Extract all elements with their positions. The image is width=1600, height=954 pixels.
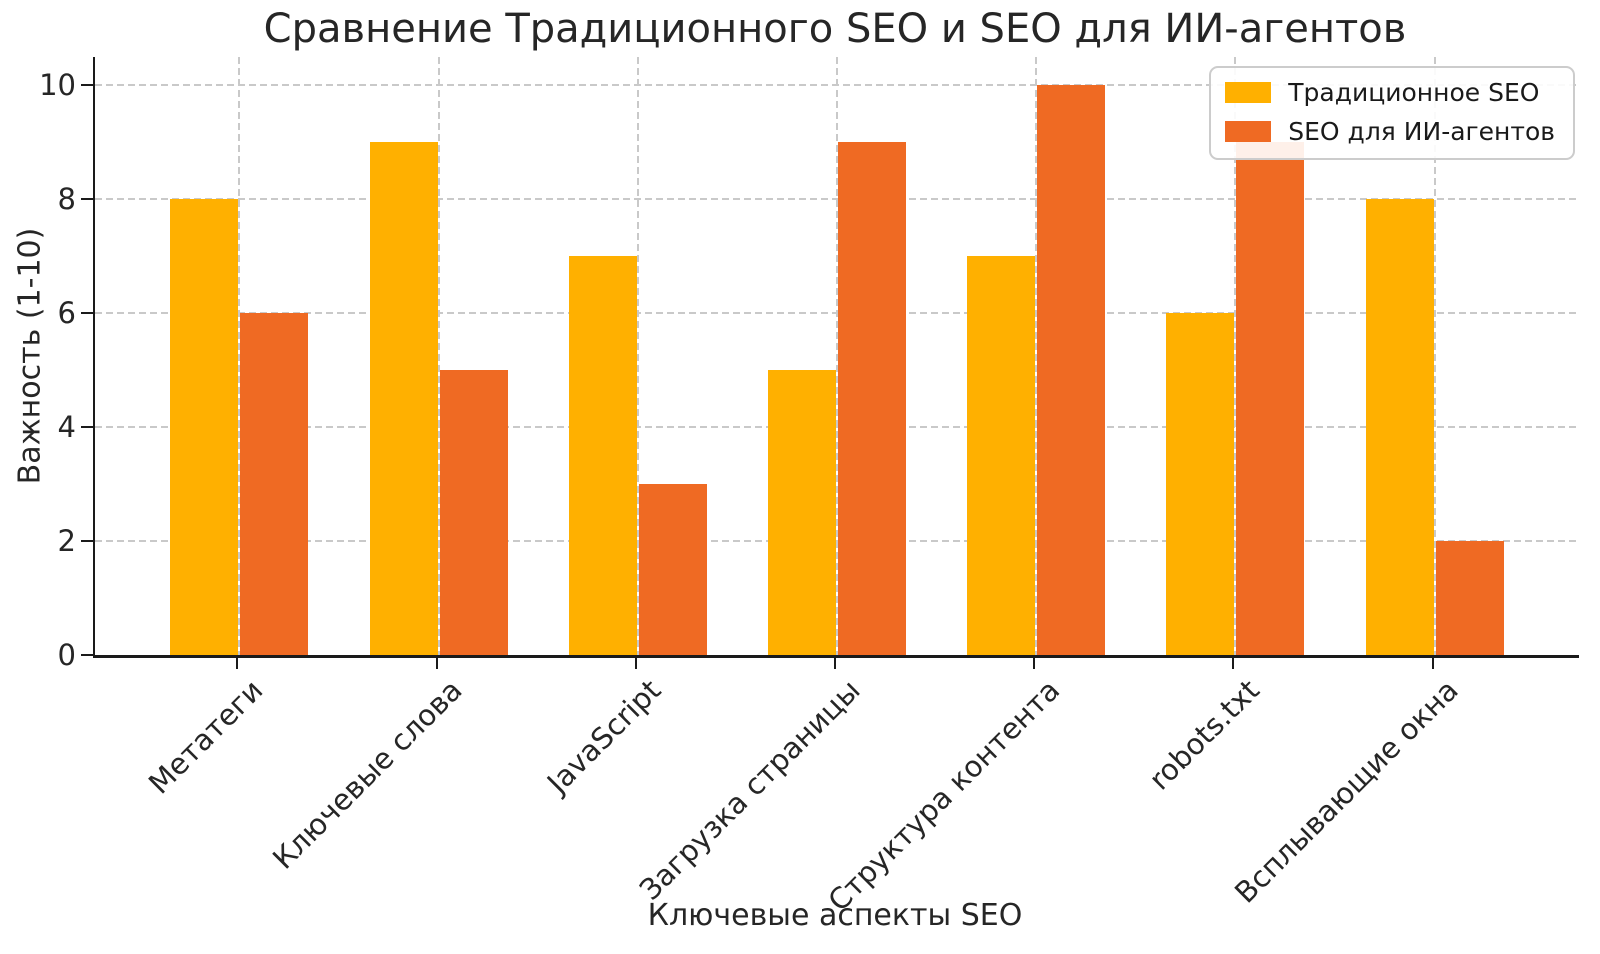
bar-ai: [1236, 142, 1305, 655]
bar-traditional: [170, 199, 239, 655]
legend-row: SEO для ИИ-агентов: [1225, 117, 1555, 146]
bar-ai: [1037, 85, 1106, 655]
x-tick-label: Ключевые слова: [265, 673, 469, 876]
x-tick-label: Метатеги: [141, 673, 270, 801]
gridline-vertical: [437, 57, 440, 655]
legend-swatch: [1225, 82, 1272, 103]
x-tick: [1232, 658, 1235, 669]
bar-ai: [1435, 541, 1504, 655]
legend: Традиционное SEO SEO для ИИ-агентов: [1209, 66, 1575, 160]
y-tick-label: 2: [57, 524, 76, 559]
bar-traditional: [967, 256, 1036, 655]
y-tick: [81, 84, 93, 87]
gridline-vertical: [836, 57, 838, 655]
bar-ai: [439, 370, 508, 655]
plot-area: [93, 57, 1579, 658]
chart-title: Сравнение Традиционного SEO и SEO для ИИ…: [263, 6, 1407, 52]
bar-traditional: [369, 142, 438, 655]
y-tick-label: 8: [57, 182, 76, 217]
legend-label: Традиционное SEO: [1288, 78, 1540, 107]
gridline-vertical: [1234, 57, 1237, 655]
y-tick: [81, 198, 93, 201]
gridline-vertical: [238, 57, 241, 655]
bar-ai: [638, 484, 707, 655]
x-axis-label: Ключевые аспекты SEO: [647, 898, 1023, 933]
x-tick-label: robots.txt: [1141, 673, 1266, 797]
x-tick: [834, 658, 836, 669]
bar-traditional: [1365, 199, 1434, 655]
y-tick: [81, 540, 93, 543]
y-tick-label: 4: [57, 410, 76, 445]
x-tick: [1431, 658, 1434, 669]
gridline-vertical: [636, 57, 639, 655]
x-tick-label: Всплывающие окна: [1227, 673, 1465, 910]
bar-traditional: [1166, 313, 1235, 655]
y-tick-label: 10: [39, 68, 76, 103]
x-tick: [1033, 658, 1036, 669]
bar-traditional: [568, 256, 637, 655]
legend-swatch: [1225, 121, 1272, 142]
y-tick-label: 0: [57, 638, 76, 672]
bar-ai: [240, 313, 309, 655]
legend-row: Традиционное SEO: [1225, 78, 1555, 107]
y-tick: [81, 312, 93, 315]
gridline-vertical: [1433, 57, 1436, 655]
x-tick: [435, 658, 438, 669]
x-tick-label: Загрузка страницы: [633, 673, 868, 907]
bar-traditional: [768, 370, 836, 655]
y-tick: [81, 426, 93, 429]
y-tick: [81, 654, 93, 656]
gridline-vertical: [1035, 57, 1038, 655]
bar-ai: [838, 142, 906, 655]
y-tick-label: 6: [57, 296, 76, 331]
legend-label: SEO для ИИ-агентов: [1288, 117, 1555, 146]
x-tick: [236, 658, 239, 669]
x-tick-label: JavaScript: [541, 673, 668, 800]
x-tick-label: Структура контента: [821, 673, 1067, 918]
x-tick: [634, 658, 637, 669]
